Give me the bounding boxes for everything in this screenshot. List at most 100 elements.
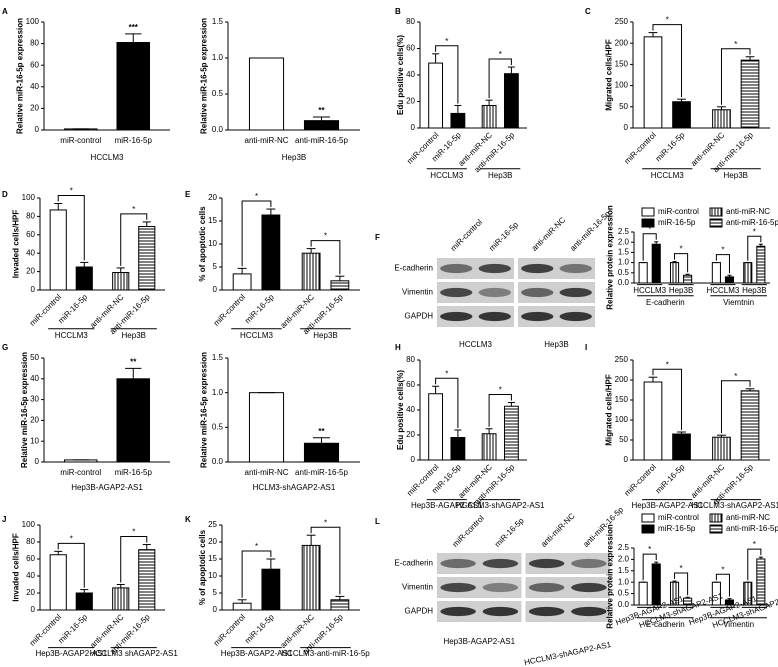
- y-tick-label: 0: [213, 285, 218, 294]
- blot-band: [440, 582, 476, 593]
- y-tick-label: 50: [619, 435, 628, 444]
- bar: [138, 549, 156, 611]
- group-label: Hep3B-AGAP2-AS1: [631, 501, 703, 510]
- y-tick-label: 10: [30, 436, 39, 445]
- blot-band: [559, 263, 592, 274]
- panel-letter: F: [375, 233, 380, 242]
- category-label: miR-16-5p: [56, 292, 89, 325]
- bar: [683, 274, 693, 284]
- lane-label: miR-control: [449, 217, 484, 252]
- group-label: Hep3B: [488, 171, 512, 180]
- category-label: miR-16-5p: [243, 612, 276, 645]
- panel-letter: J: [2, 515, 6, 524]
- y-tick-label: 0.5: [212, 89, 224, 98]
- group-label: Viemtnin: [723, 298, 754, 307]
- significance: *: [445, 37, 448, 46]
- y-tick-label: 250: [615, 17, 629, 26]
- group-label: HCCLM3: [651, 171, 684, 180]
- y-tick-label: 1.0: [618, 258, 630, 267]
- row-label: E-cadherin: [394, 264, 433, 273]
- bar: [711, 262, 721, 284]
- row-label: Vimentin: [402, 583, 433, 592]
- bar: [248, 392, 285, 463]
- legend-swatch: [641, 207, 655, 217]
- bar: [756, 245, 766, 284]
- blot-band: [571, 558, 607, 569]
- y-tick-label: 1.5: [618, 566, 630, 575]
- category-label: miR-16-5p: [56, 612, 89, 645]
- significance: *: [666, 16, 669, 25]
- significance: *: [648, 225, 651, 234]
- legend-label: miR-control: [658, 513, 699, 522]
- y-tick-label: 2.0: [618, 555, 630, 564]
- significance-bracket: [720, 380, 751, 434]
- group-label: Hep3B-AGAP2-AS1: [71, 483, 143, 492]
- blot-strip: [518, 306, 595, 327]
- category-label: anti-miR-NC: [245, 468, 289, 477]
- group-label: Hep3B: [742, 286, 766, 295]
- category-label: anti-miR-16-5p: [473, 130, 517, 174]
- significance-bracket: [241, 550, 272, 598]
- blot-band: [440, 287, 473, 298]
- y-tick-label: 0.5: [212, 422, 224, 431]
- bar: [75, 592, 93, 611]
- group-label: HCCLM3: [240, 331, 273, 340]
- blot-band: [440, 263, 473, 274]
- bar: [740, 59, 760, 129]
- significance-bracket: [674, 572, 689, 596]
- blot-band: [482, 558, 519, 569]
- bar: [669, 262, 680, 284]
- y-axis-label: Edu positive cells(%): [396, 370, 405, 450]
- y-tick-label: 50: [619, 102, 628, 111]
- bar: [712, 436, 731, 461]
- y-tick-label: 1.5: [618, 248, 630, 257]
- panel-letter: L: [375, 517, 380, 526]
- significance: **: [130, 358, 137, 367]
- significance: *: [445, 369, 448, 378]
- y-tick-label: 0: [213, 605, 218, 614]
- y-tick-label: 0: [624, 123, 629, 132]
- y-axis-label: Relative protein expression: [605, 524, 614, 629]
- y-tick-label: 80: [30, 39, 39, 48]
- blot-band: [559, 287, 592, 298]
- bar: [428, 393, 444, 461]
- significance: *: [734, 40, 737, 49]
- legend-label: miR-control: [658, 207, 699, 216]
- y-tick-label: 20: [26, 267, 35, 276]
- y-tick-label: 10: [208, 571, 217, 580]
- y-tick-label: 100: [26, 17, 40, 26]
- significance-bracket: [652, 368, 683, 430]
- blot-strip: [437, 258, 514, 279]
- group-label: HCCLM3: [55, 331, 88, 340]
- y-tick-label: 1.0: [212, 388, 224, 397]
- bar: [651, 563, 661, 606]
- y-axis-label: Invaded cells/HPF: [11, 533, 20, 602]
- blot-band: [482, 582, 519, 593]
- bar: [301, 544, 321, 611]
- y-axis-label: Relative miR-16-5p expression: [199, 352, 208, 468]
- blot-band: [440, 558, 476, 569]
- significance-bracket: [715, 254, 730, 274]
- group-label: HCCLM3-shAGAP2-AS1: [523, 640, 612, 667]
- y-tick-label: 0.0: [618, 600, 630, 609]
- y-tick-label: 0: [35, 457, 40, 466]
- blot-band: [528, 582, 565, 593]
- y-tick-label: 20: [208, 193, 217, 202]
- significance: *: [648, 545, 651, 554]
- blot-strip: [437, 306, 514, 327]
- y-tick-label: 150: [615, 60, 629, 69]
- panel-letter: A: [2, 7, 8, 16]
- blot-strip: [525, 553, 610, 574]
- blot-band: [440, 606, 476, 617]
- bar: [330, 599, 350, 611]
- y-tick-label: 1.5: [212, 353, 224, 362]
- bar: [116, 378, 151, 463]
- significance-bracket: [720, 48, 751, 105]
- group-label: Hep3B: [724, 171, 748, 180]
- group-label: E-cadherin: [646, 620, 685, 629]
- y-tick-label: 80: [26, 212, 35, 221]
- bar: [116, 42, 151, 131]
- significance: *: [753, 540, 756, 549]
- significance-bracket: [715, 573, 730, 597]
